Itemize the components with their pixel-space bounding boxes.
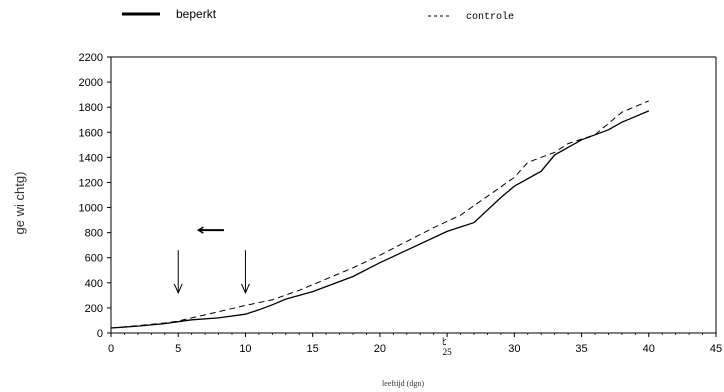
x-tick-label: 45 xyxy=(710,343,722,355)
series-line-beperkt xyxy=(110,110,650,329)
legend-label-beperkt: beperkt xyxy=(176,7,217,21)
y-tick-label: 0 xyxy=(97,328,103,340)
y-tick-label: 1000 xyxy=(79,203,103,215)
x-tick-label: 10 xyxy=(239,343,251,355)
stray-mark: ﾋ xyxy=(442,336,447,348)
y-tick-label: 200 xyxy=(85,303,103,315)
y-tick-label: 1800 xyxy=(79,102,103,114)
y-tick-label: 800 xyxy=(85,228,103,240)
y-tick-label: 1200 xyxy=(79,177,103,189)
legend-label-controle: controle xyxy=(466,11,514,23)
annotation-down-arrow-head xyxy=(240,283,250,295)
x-tick-label: 15 xyxy=(307,343,319,355)
y-axis-label: ge wi chtg) xyxy=(12,172,27,235)
y-tick-label: 2000 xyxy=(79,77,103,89)
x-tick-label: 20 xyxy=(374,343,386,355)
x-tick-label: 40 xyxy=(643,343,655,355)
legend: beperkt controle xyxy=(122,7,514,23)
x-tick-label: 5 xyxy=(175,343,181,355)
x-tick-label: 35 xyxy=(575,343,587,355)
y-tick-label: 1600 xyxy=(79,127,103,139)
x-tick-label: 0 xyxy=(108,343,114,355)
y-tick-label: 1400 xyxy=(79,152,103,164)
y-tick-label: 2200 xyxy=(79,52,103,64)
series-line-controle xyxy=(110,100,649,329)
plot-area: 0200400600800100012001400160018002000220… xyxy=(79,52,723,357)
y-tick-label: 400 xyxy=(85,278,103,290)
annotation-down-arrow-head xyxy=(173,283,183,295)
x-tick-label: 25 xyxy=(443,347,453,357)
annotation-left-arrow-head xyxy=(196,226,204,234)
x-tick-label: 30 xyxy=(508,343,520,355)
y-tick-label: 600 xyxy=(85,253,103,265)
x-axis-label: leeftijd (dgn) xyxy=(382,379,424,388)
